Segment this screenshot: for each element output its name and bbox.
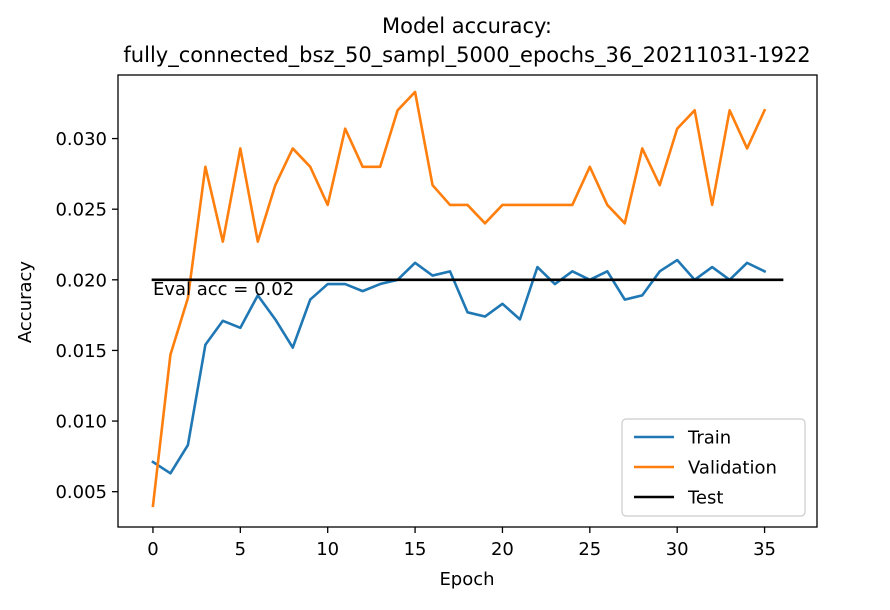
x-tick-label: 35 — [753, 539, 776, 560]
x-tick-label: 10 — [316, 539, 339, 560]
plot-area: Eval acc = 0.02 0 5 10 15 20 25 30 35 0.005 0.010 0… — [55, 74, 818, 560]
legend-label-train: Train — [687, 428, 731, 449]
y-tick-label: 0.015 — [55, 341, 107, 362]
y-tick-label: 0.010 — [55, 412, 107, 433]
y-tick-label: 0.030 — [55, 129, 107, 150]
plot-frame — [117, 74, 818, 528]
y-tick-label: 0.025 — [55, 200, 107, 221]
legend-label-validation: Validation — [688, 458, 777, 479]
x-axis-label: Epoch — [439, 569, 494, 590]
legend-box — [621, 418, 806, 517]
x-tick-label: 25 — [578, 539, 601, 560]
eval-annotation: Eval acc = 0.02 — [153, 279, 294, 300]
legend: Train Validation Test — [621, 418, 806, 517]
y-tick-label: 0.005 — [55, 482, 107, 503]
chart-title-line-1: Model accuracy: — [382, 14, 552, 38]
legend-label-test: Test — [687, 488, 723, 509]
series-line-validation — [151, 90, 767, 508]
y-tick-label: 0.020 — [55, 270, 107, 291]
x-tick-label: 5 — [235, 539, 246, 560]
x-tick-label: 15 — [404, 539, 427, 560]
y-axis-label: Accuracy — [15, 261, 36, 344]
x-tick-label: 0 — [147, 539, 158, 560]
chart-title-line-2: fully_connected_bsz_50_sampl_5000_epochs… — [123, 43, 810, 68]
x-tick-label: 20 — [491, 539, 514, 560]
series-line-train — [151, 258, 767, 475]
x-tick-label: 30 — [666, 539, 689, 560]
